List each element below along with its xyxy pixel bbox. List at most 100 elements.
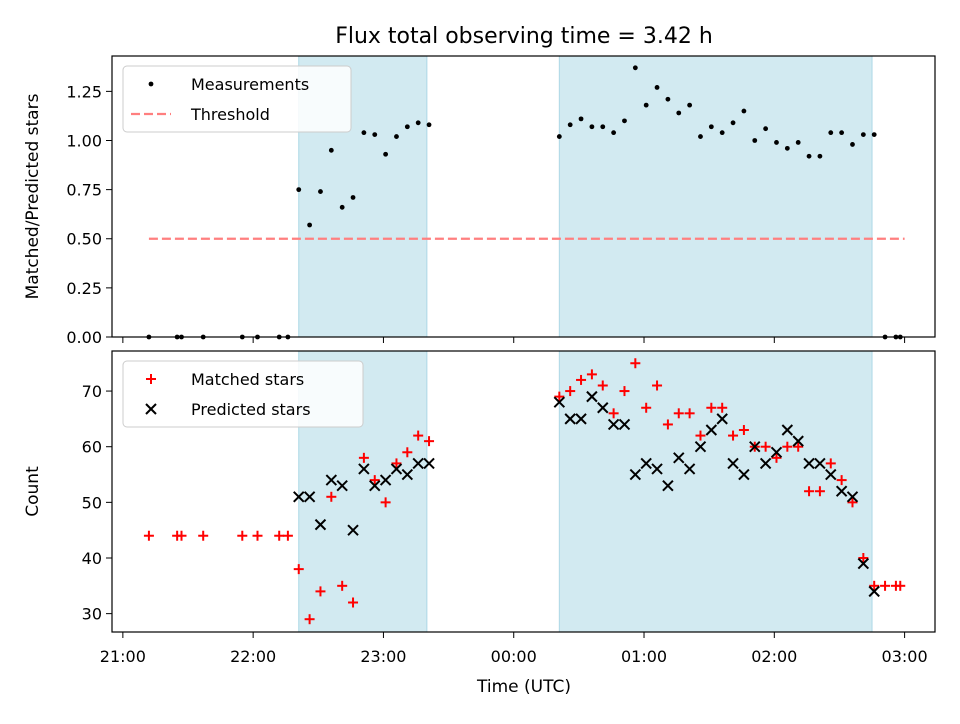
measurement-point <box>567 122 573 128</box>
matched-stars-point <box>673 408 684 419</box>
measurement-point <box>556 134 562 139</box>
matched-stars-point <box>293 564 304 575</box>
predicted-stars-point <box>738 468 750 481</box>
predicted-stars-point <box>651 463 663 475</box>
matched-stars-point <box>380 497 391 508</box>
measurement-point <box>589 124 595 130</box>
axes-frame <box>111 350 936 633</box>
matched-stars-point <box>586 369 597 380</box>
matched-stars-point <box>684 408 695 419</box>
y-axis-label: Count <box>23 466 43 517</box>
measurement-point <box>860 132 866 138</box>
y-tick-label: 0.75 <box>66 181 102 200</box>
x-tick-label: 22:00 <box>230 647 276 666</box>
matched-stars-point <box>608 408 619 419</box>
x-tick-label: 02:00 <box>751 647 797 666</box>
predicted-stars-point <box>640 457 652 470</box>
measurement-point <box>708 124 714 130</box>
chart-title: Flux total observing time = 3.42 h <box>335 24 713 49</box>
measurement-point <box>784 145 790 151</box>
matched-stars-point <box>814 486 825 497</box>
measurement-point <box>850 142 855 147</box>
legend: Matched stars Predicted stars <box>122 360 364 428</box>
matched-stars-point <box>825 458 836 469</box>
x-tick-label: 01:00 <box>621 647 667 666</box>
matched-stars-point <box>619 386 630 397</box>
measurement-point <box>719 130 725 136</box>
measurement-point <box>839 130 845 136</box>
measurement-point <box>828 130 834 136</box>
matched-stars-point <box>402 447 413 458</box>
measurement-point <box>741 108 747 114</box>
predicted-stars-point <box>781 424 794 436</box>
matched-stars-point <box>176 530 187 541</box>
x-tick-label: 23:00 <box>360 647 406 666</box>
matched-stars-point <box>358 452 369 463</box>
matched-stars-point <box>369 475 380 486</box>
measurement-point <box>795 140 801 145</box>
predicted-stars-point <box>618 418 631 431</box>
predicted-stars-point <box>325 474 338 486</box>
predicted-stars-point <box>423 457 435 470</box>
measurement-point <box>654 85 660 90</box>
matched-stars-point <box>198 530 209 541</box>
matched-stars-point <box>424 436 435 447</box>
predicted-stars-point <box>727 457 739 470</box>
y-tick-label: 0.25 <box>66 279 102 298</box>
predicted-stars-point <box>770 446 783 458</box>
matched-stars-point <box>641 402 652 413</box>
measurement-point <box>698 134 703 139</box>
predicted-stars-point <box>825 468 837 481</box>
matched-stars-point <box>793 441 804 452</box>
highlight-span <box>558 55 873 338</box>
matched-stars-point <box>836 475 847 486</box>
measurement-point <box>383 151 389 157</box>
measurement-point <box>676 110 682 116</box>
measurement-point <box>372 132 378 138</box>
matched-stars-point <box>391 458 402 469</box>
matched-stars-point <box>706 402 717 413</box>
predicted-stars-point <box>607 418 620 431</box>
legend-matched-marker <box>146 374 156 384</box>
measurement-point <box>730 120 736 126</box>
matched-stars-point <box>652 380 663 391</box>
predicted-stars-point <box>293 491 305 503</box>
predicted-stars-point <box>336 479 348 492</box>
predicted-stars-point <box>749 440 761 453</box>
predicted-stars-point <box>716 413 728 425</box>
measurement-point <box>307 222 313 228</box>
count-panel: 30 40 50 60 70 21:00 22:00 23:00 00:00 01:00 02:00… <box>23 350 936 666</box>
axes-frame <box>111 55 936 338</box>
predicted-stars-point <box>759 457 772 470</box>
measurement-point <box>350 195 356 200</box>
y-tick-label: 70 <box>82 382 102 401</box>
predicted-stars-point <box>814 457 826 470</box>
y-tick-label: 60 <box>82 438 102 457</box>
matched-stars-point <box>237 530 248 541</box>
measurement-point <box>404 124 410 130</box>
measurement-point <box>611 130 617 136</box>
predicted-stars-point <box>412 457 424 470</box>
y-tick-label: 1.25 <box>66 82 102 101</box>
matched-stars-point <box>274 530 285 541</box>
measurement-point <box>806 153 812 159</box>
predicted-stars-point <box>379 474 392 486</box>
matched-stars-point <box>869 580 880 591</box>
matched-stars-point <box>630 358 641 369</box>
predicted-stars-point <box>694 440 707 453</box>
predicted-stars-point <box>358 463 370 475</box>
x-tick-label: 21:00 <box>100 647 146 666</box>
predicted-stars-point <box>662 479 674 492</box>
y-axis-label: Matched/Predicted stars <box>23 93 43 299</box>
legend-entry-label: Matched stars <box>191 370 304 389</box>
measurement-point <box>763 126 769 132</box>
predicted-stars-point <box>390 463 403 475</box>
predicted-stars-point <box>803 457 815 470</box>
predicted-stars-point <box>575 413 587 425</box>
measurement-point <box>361 130 367 136</box>
matched-stars-point <box>880 580 891 591</box>
matched-stars-point <box>576 374 587 385</box>
measurement-point <box>328 147 334 153</box>
predicted-stars-point <box>586 390 598 403</box>
